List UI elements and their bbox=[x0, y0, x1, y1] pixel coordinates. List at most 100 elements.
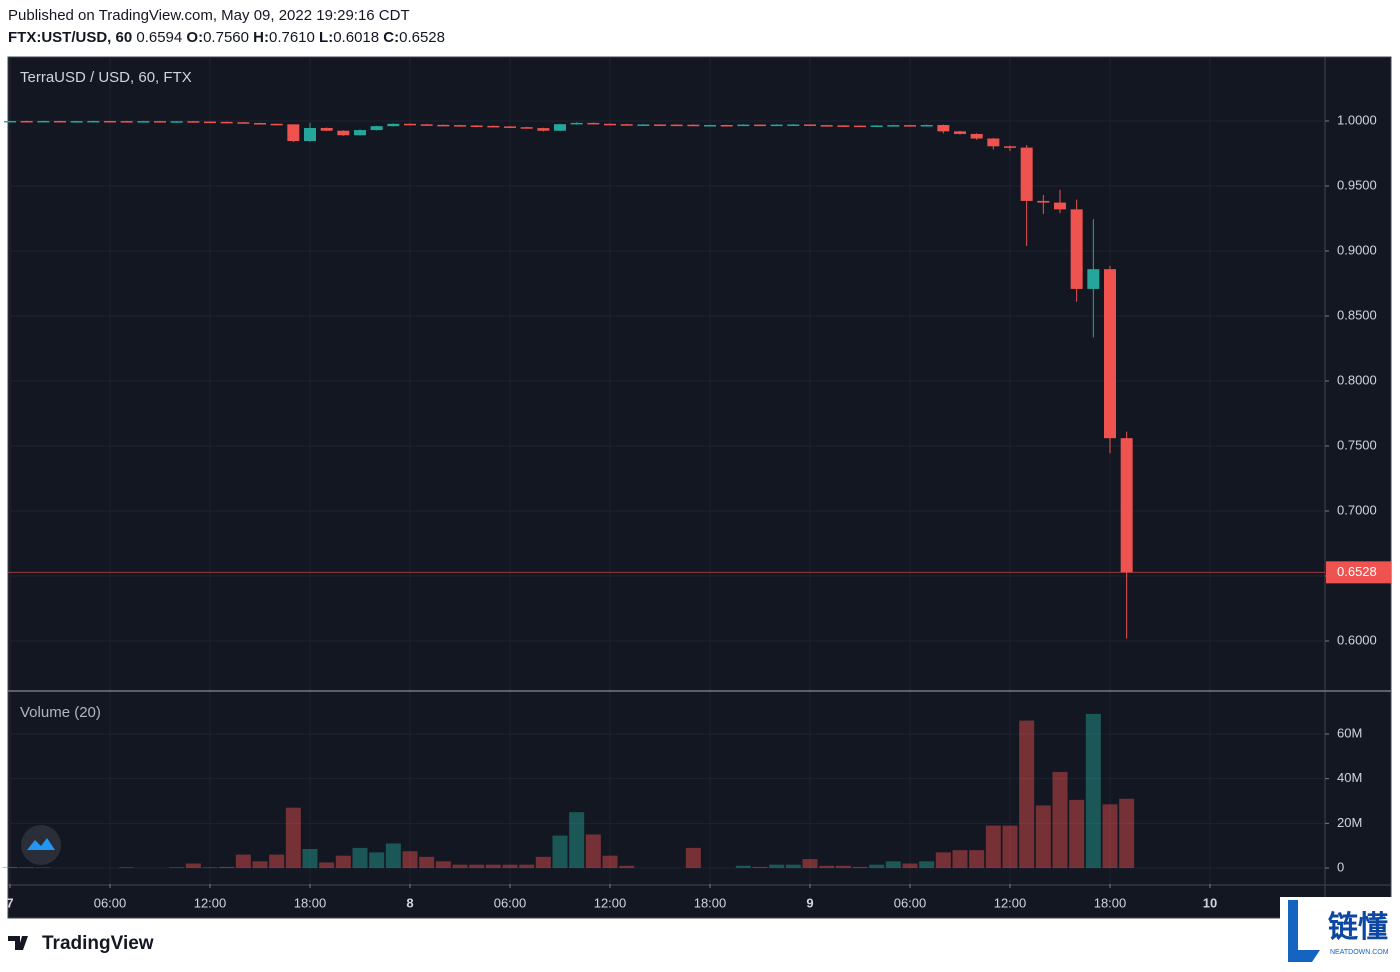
volume-bar bbox=[753, 867, 768, 868]
candle-body bbox=[837, 125, 849, 127]
volume-bar bbox=[436, 861, 451, 868]
volume-bar bbox=[836, 866, 851, 868]
candle-body bbox=[337, 131, 349, 136]
candle-body bbox=[554, 124, 566, 131]
candle-body bbox=[721, 125, 733, 127]
candle-body bbox=[71, 121, 83, 123]
volume-bar bbox=[936, 852, 951, 868]
candle-body bbox=[904, 125, 916, 127]
volume-bar bbox=[253, 861, 268, 868]
candle-body bbox=[187, 121, 199, 123]
candle-body bbox=[371, 126, 383, 130]
volume-bar bbox=[819, 866, 834, 868]
volume-bar bbox=[853, 867, 868, 868]
volume-bar bbox=[469, 865, 484, 868]
candle-body bbox=[521, 127, 533, 129]
candle-body bbox=[804, 124, 816, 126]
h-value: 0.7610 bbox=[269, 29, 315, 46]
candle-body bbox=[887, 125, 899, 127]
candle-body bbox=[137, 121, 149, 123]
volume-bar bbox=[953, 850, 968, 868]
candle-body bbox=[404, 124, 416, 126]
volume-bar bbox=[519, 865, 534, 868]
volume-bar bbox=[769, 865, 784, 868]
volume-bar bbox=[119, 867, 134, 868]
candle-body bbox=[4, 121, 16, 123]
o-label: O: bbox=[186, 29, 203, 46]
x-tick-label: 10 bbox=[1203, 895, 1217, 910]
candle-body bbox=[921, 125, 933, 127]
candle-body bbox=[971, 134, 983, 139]
y-tick-label: 0.7500 bbox=[1337, 437, 1377, 452]
volume-bar bbox=[369, 852, 384, 868]
candle-body bbox=[504, 126, 516, 128]
candle-body bbox=[304, 128, 316, 141]
published-line: Published on TradingView.com, May 09, 20… bbox=[8, 7, 410, 24]
h-label: H: bbox=[253, 29, 269, 46]
volume-bar bbox=[803, 859, 818, 868]
candle-body bbox=[21, 121, 33, 123]
x-tick-label: 18:00 bbox=[294, 895, 327, 910]
volume-bar bbox=[1086, 714, 1101, 868]
volume-bar bbox=[969, 850, 984, 868]
candle-body bbox=[204, 122, 216, 124]
volume-bar bbox=[903, 864, 918, 868]
candle-body bbox=[154, 121, 166, 123]
watermark: 链懂 bbox=[1328, 910, 1388, 944]
candle-body bbox=[854, 126, 866, 128]
volume-bar bbox=[1053, 772, 1068, 868]
x-tick-label: 18:00 bbox=[694, 895, 727, 910]
candle-body bbox=[871, 126, 883, 128]
volume-bar bbox=[886, 861, 901, 868]
volume-bar bbox=[1036, 805, 1051, 868]
volume-tick-label: 0 bbox=[1337, 859, 1344, 874]
volume-bar bbox=[203, 867, 218, 868]
candle-body bbox=[771, 125, 783, 127]
volume-bar bbox=[553, 836, 568, 868]
candle-body bbox=[604, 124, 616, 126]
candle-body bbox=[821, 125, 833, 127]
volume-bar bbox=[19, 867, 34, 868]
volume-bar bbox=[169, 867, 184, 868]
volume-bar bbox=[303, 849, 318, 868]
y-tick-label: 0.9500 bbox=[1337, 177, 1377, 192]
volume-bar bbox=[686, 848, 701, 868]
y-tick-label: 1.0000 bbox=[1337, 112, 1377, 127]
l-value: 0.6018 bbox=[333, 29, 379, 46]
volume-bar bbox=[1019, 721, 1034, 868]
volume-tick-label: 40M bbox=[1337, 770, 1362, 785]
candle-body bbox=[937, 125, 949, 131]
volume-bar bbox=[869, 865, 884, 868]
volume-bar bbox=[619, 866, 634, 868]
volume-bar bbox=[186, 864, 201, 868]
volume-bar bbox=[286, 808, 301, 868]
candle-body bbox=[471, 126, 483, 128]
last-price-label: 0.6528 bbox=[1337, 564, 1377, 579]
candle-body bbox=[104, 121, 116, 123]
candle-body bbox=[487, 126, 499, 128]
candle-body bbox=[54, 121, 66, 123]
watermark-site: NEATDOWN.COM bbox=[1330, 949, 1389, 956]
candle-body bbox=[1037, 201, 1049, 203]
y-tick-label: 0.7000 bbox=[1337, 502, 1377, 517]
last: 0.6594 bbox=[136, 29, 182, 46]
volume-bar bbox=[569, 812, 584, 868]
volume-bar bbox=[236, 855, 251, 868]
candle-body bbox=[237, 122, 249, 124]
volume-bar bbox=[419, 857, 434, 868]
candle-body bbox=[987, 139, 999, 147]
candle-body bbox=[87, 121, 99, 123]
o-value: 0.7560 bbox=[203, 29, 249, 46]
candle-body bbox=[437, 125, 449, 127]
volume-bar bbox=[786, 865, 801, 868]
volume-title: Volume (20) bbox=[20, 704, 101, 721]
l-label: L: bbox=[319, 29, 333, 46]
x-tick-label: 06:00 bbox=[494, 895, 527, 910]
volume-bar bbox=[1119, 799, 1134, 868]
candle-body bbox=[254, 123, 266, 125]
x-tick-label: 18:00 bbox=[1094, 895, 1127, 910]
candle-body bbox=[954, 131, 966, 134]
candle-body bbox=[271, 124, 283, 126]
candle-body bbox=[321, 128, 333, 131]
